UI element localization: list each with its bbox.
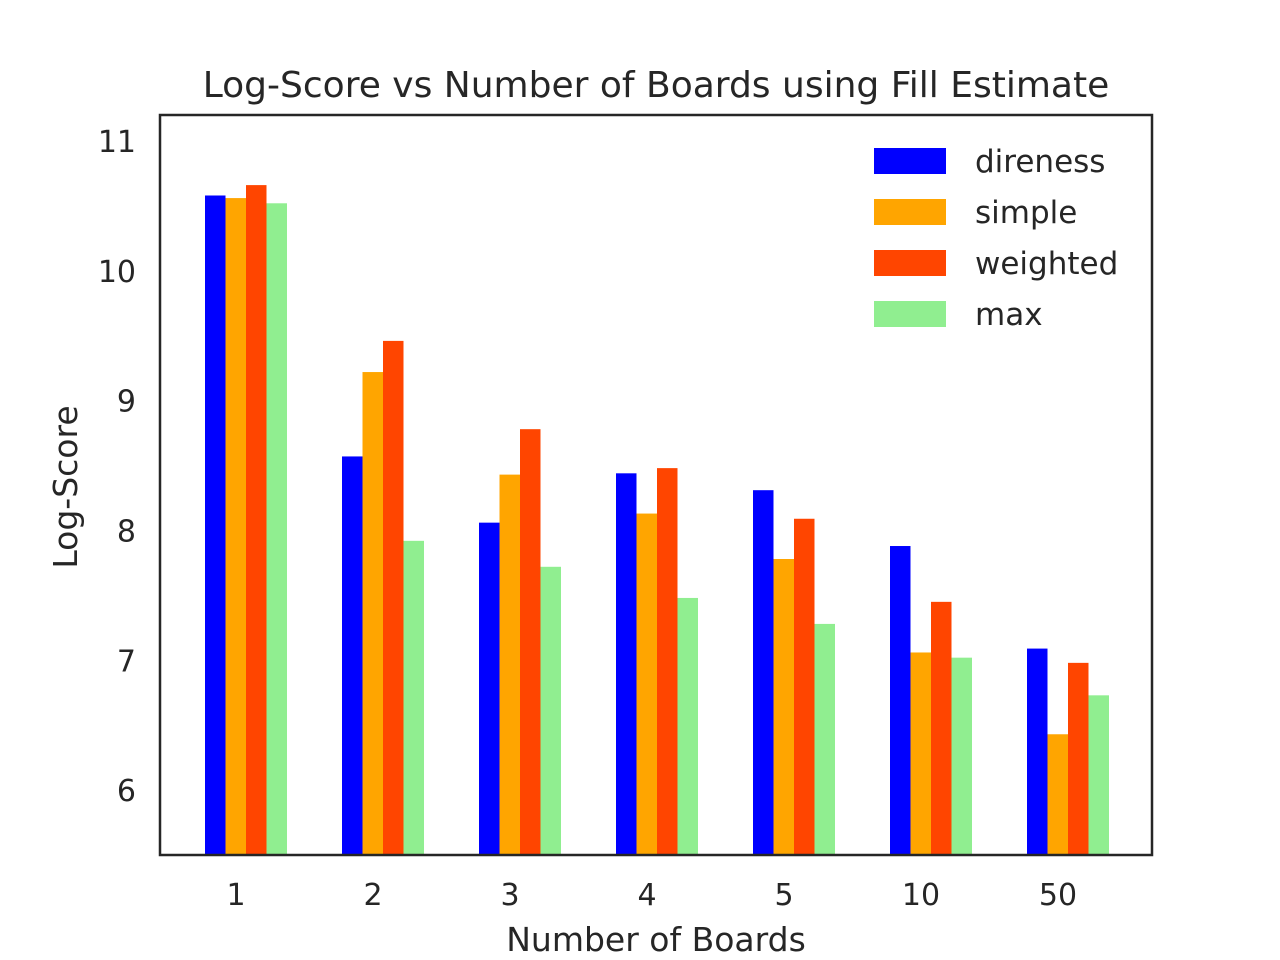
x-tick-label: 2 — [363, 878, 382, 913]
bar-simple-50 — [1047, 734, 1068, 855]
y-axis-label: Log-Score — [46, 405, 85, 568]
legend-label-weighted: weighted — [975, 246, 1118, 282]
bar-max-4 — [677, 597, 698, 855]
legend-swatch-weighted — [874, 250, 946, 276]
y-tick-label: 9 — [117, 385, 136, 420]
legend-swatch-max — [874, 301, 946, 327]
bar-simple-10 — [910, 652, 931, 855]
bar-max-1 — [266, 203, 287, 855]
bar-simple-3 — [499, 474, 520, 855]
legend-label-max: max — [975, 297, 1043, 333]
y-tick-labels: 6 7 8 9 10 11 — [98, 125, 136, 809]
legend-label-direness: direness — [975, 144, 1105, 180]
bar-max-10 — [951, 657, 972, 855]
plot-frame — [158, 113, 1154, 857]
x-tick-label: 3 — [500, 878, 519, 913]
bar-simple-5 — [773, 559, 794, 855]
legend-label-simple: simple — [975, 195, 1077, 231]
bar-weighted-2 — [383, 340, 404, 855]
y-tick-label: 7 — [117, 644, 136, 679]
bar-simple-2 — [362, 372, 383, 855]
y-tick-label: 10 — [98, 255, 136, 290]
x-tick-label: 1 — [226, 878, 245, 913]
x-tick-label: 5 — [774, 878, 793, 913]
y-tick-label: 11 — [98, 125, 136, 160]
bar-simple-4 — [636, 513, 657, 855]
y-tick-label: 6 — [117, 774, 136, 809]
bar-weighted-10 — [931, 601, 952, 855]
x-axis-label: Number of Boards — [506, 920, 806, 959]
bar-direness-3 — [479, 522, 500, 855]
bar-direness-10 — [890, 546, 911, 855]
bar-weighted-3 — [520, 429, 541, 855]
bar-simple-1 — [225, 198, 246, 856]
legend-swatch-simple — [874, 199, 946, 225]
bars-group — [205, 185, 1109, 856]
bar-direness-50 — [1027, 648, 1048, 855]
bar-direness-1 — [205, 195, 226, 856]
bar-weighted-50 — [1068, 662, 1089, 855]
chart-title: Log-Score vs Number of Boards using Fill… — [203, 65, 1110, 106]
legend-swatch-direness — [874, 148, 946, 174]
bar-weighted-5 — [794, 518, 815, 855]
bar-direness-2 — [342, 456, 363, 855]
bar-max-50 — [1088, 695, 1109, 855]
x-tick-labels: 1 2 3 4 5 10 50 — [226, 878, 1077, 913]
bar-max-2 — [403, 540, 424, 855]
x-tick-label: 4 — [637, 878, 656, 913]
y-tick-label: 8 — [117, 514, 136, 549]
bar-max-5 — [814, 623, 835, 855]
legend: direness simple weighted max — [874, 144, 1118, 333]
x-tick-label: 10 — [902, 878, 940, 913]
x-tick-label: 50 — [1039, 878, 1077, 913]
bar-direness-5 — [753, 490, 774, 855]
bar-weighted-4 — [657, 468, 678, 855]
bar-direness-4 — [616, 473, 637, 855]
bar-max-3 — [540, 566, 561, 855]
bar-weighted-1 — [246, 185, 267, 855]
